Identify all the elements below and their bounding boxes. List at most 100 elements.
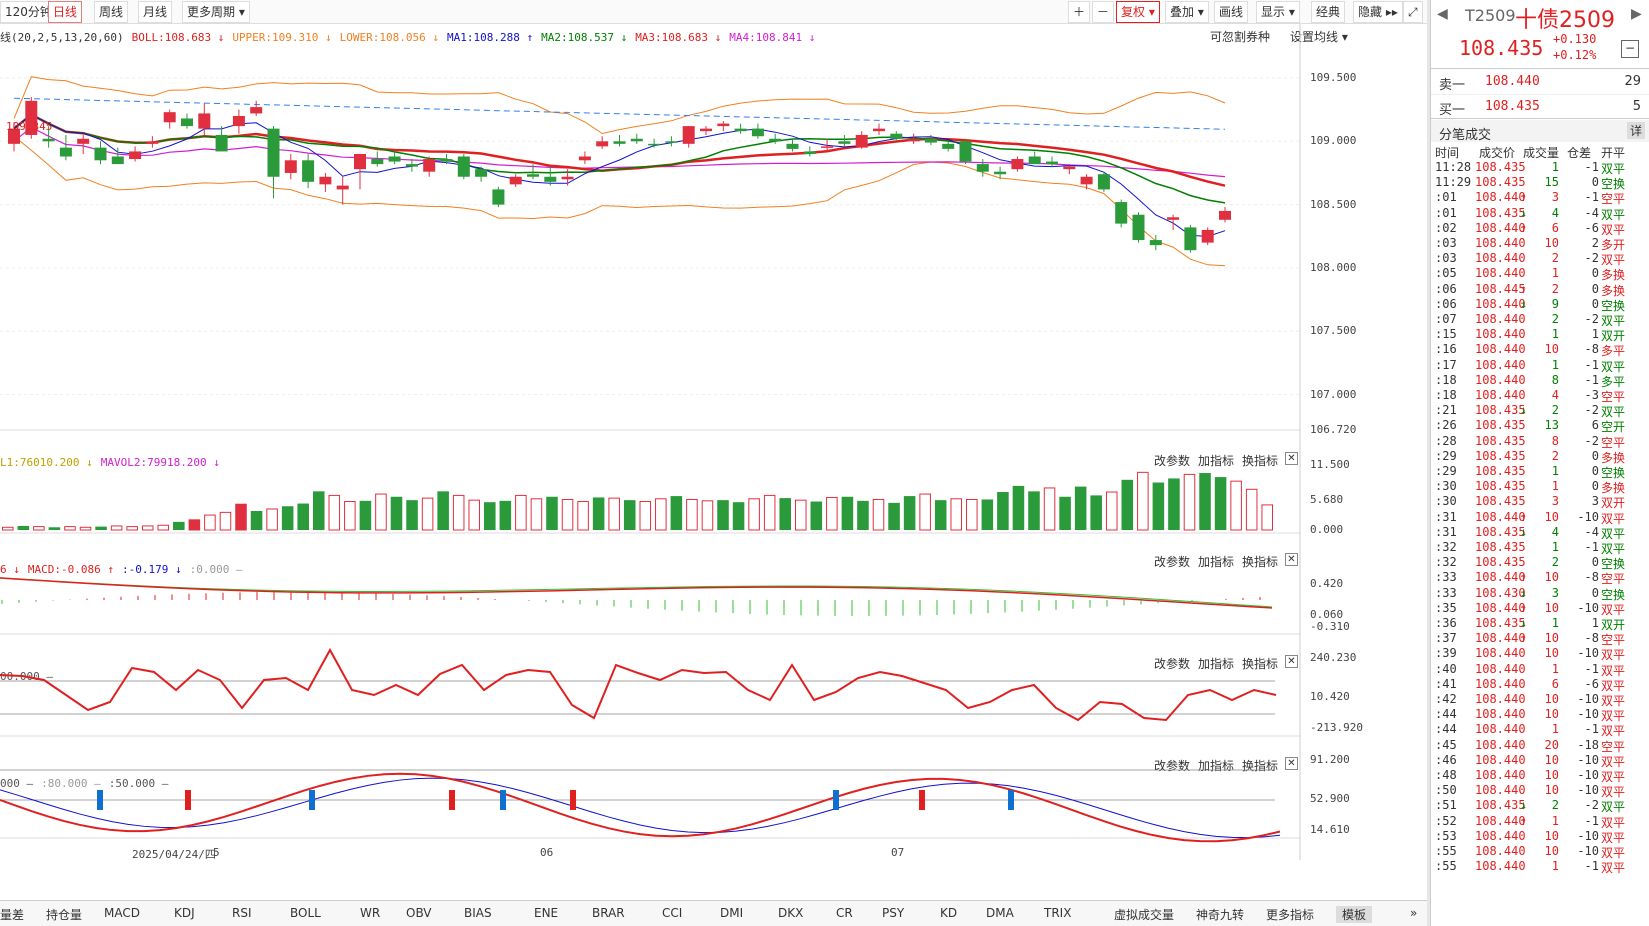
indicator-tab[interactable]: 量差 bbox=[0, 908, 25, 922]
candle-body bbox=[146, 141, 159, 144]
symbol-code: T2509 bbox=[1465, 6, 1516, 25]
tick-cell: -8 bbox=[1584, 570, 1599, 585]
tick-row: :18 108.440 4 -3 空平 bbox=[1431, 388, 1649, 404]
tick-cell: 108.440 bbox=[1475, 661, 1526, 676]
tick-cell: 多平 bbox=[1601, 344, 1626, 359]
indicator-tab[interactable]: 持仓量 bbox=[46, 908, 83, 922]
draw-line-button[interactable]: 画线 bbox=[1214, 1, 1249, 23]
prev-symbol-icon[interactable]: ◀ bbox=[1437, 6, 1448, 22]
more-periods-dropdown[interactable]: 更多周期 ▾ bbox=[182, 1, 250, 23]
indicator-tab[interactable]: WR bbox=[360, 906, 381, 920]
indicator-tab[interactable]: 更多指标 bbox=[1266, 908, 1315, 922]
tick-cell: 108.440 bbox=[1475, 266, 1526, 281]
zoom-in-button[interactable]: ＋ bbox=[1068, 1, 1091, 23]
indicator-tab[interactable]: 虚拟成交量 bbox=[1114, 908, 1175, 922]
period-daily-button[interactable]: 日线 bbox=[48, 1, 83, 23]
indicator-tab[interactable]: DMA bbox=[986, 906, 1014, 920]
tick-cell: 双平 bbox=[1601, 162, 1626, 176]
tick-cell: 10 bbox=[1544, 828, 1559, 843]
tick-cell: -4 bbox=[1584, 205, 1599, 220]
tick-cell: 108.440 bbox=[1475, 220, 1526, 235]
indicator-tab[interactable]: KDJ bbox=[174, 906, 195, 920]
volume-bar bbox=[841, 496, 854, 530]
indicator-tab[interactable]: BOLL bbox=[290, 906, 321, 920]
tick-cell: 双平 bbox=[1601, 602, 1626, 617]
indicator-tab[interactable]: DMI bbox=[720, 906, 744, 920]
tick-cell: 0 bbox=[1591, 296, 1599, 311]
volume-bar bbox=[1074, 486, 1087, 530]
trend-line bbox=[13, 97, 1226, 130]
tick-cell: ↑ bbox=[1520, 570, 1528, 585]
pane-control-button[interactable]: 改参数 bbox=[1154, 454, 1191, 468]
pane-control-button[interactable]: 换指标 bbox=[1242, 555, 1279, 569]
legend-item: MAVOL2:79918.200 ↓ bbox=[100, 456, 220, 469]
indicator-tab[interactable]: OBV bbox=[406, 906, 432, 920]
tick-cell: -10 bbox=[1577, 844, 1599, 858]
volume-bar bbox=[1028, 491, 1040, 530]
tick-cell: -10 bbox=[1577, 828, 1599, 843]
indicator-tab[interactable]: CR bbox=[836, 906, 853, 920]
close-pane-icon[interactable]: ✕ bbox=[1285, 553, 1298, 566]
pane-control-button[interactable]: 改参数 bbox=[1154, 759, 1191, 773]
collapse-icon[interactable]: − bbox=[1621, 40, 1639, 58]
tick-cell: 10 bbox=[1544, 646, 1559, 661]
indicator-tab[interactable]: PSY bbox=[882, 906, 905, 920]
ticks-detail-button[interactable]: 详 bbox=[1627, 122, 1646, 139]
tick-cell: 空换 bbox=[1601, 466, 1626, 480]
overlay-dropdown[interactable]: 叠加 ▾ bbox=[1165, 1, 1209, 23]
volume-bar bbox=[966, 498, 978, 531]
pane-control-button[interactable]: 改参数 bbox=[1154, 555, 1191, 569]
kline-chart[interactable] bbox=[0, 0, 1427, 900]
pane-control-button[interactable]: 加指标 bbox=[1198, 759, 1235, 773]
classic-button[interactable]: 经典 bbox=[1311, 1, 1346, 23]
tabs-scroll-icon[interactable]: » bbox=[1410, 906, 1418, 920]
indicator-tab[interactable]: 神奇九转 bbox=[1196, 908, 1245, 922]
zoom-out-button[interactable]: － bbox=[1092, 1, 1115, 23]
adjust-dropdown[interactable]: 复权 ▾ bbox=[1116, 1, 1160, 23]
display-dropdown[interactable]: 显示 ▾ bbox=[1256, 1, 1300, 23]
pane-control-button[interactable]: 换指标 bbox=[1242, 657, 1279, 671]
candle-body bbox=[475, 169, 488, 177]
pane-control-button[interactable]: 换指标 bbox=[1242, 454, 1279, 468]
fullscreen-icon[interactable]: ⤢ bbox=[1403, 1, 1423, 23]
candle-body bbox=[59, 147, 72, 157]
pane-control-button[interactable]: 换指标 bbox=[1242, 759, 1279, 773]
indicator-tab[interactable]: TRIX bbox=[1044, 906, 1072, 920]
indicator-tab[interactable]: 模板 bbox=[1336, 906, 1373, 923]
tick-cell: 多换 bbox=[1601, 450, 1626, 465]
pane-control-button[interactable]: 加指标 bbox=[1198, 454, 1235, 468]
indicator-tab[interactable]: DKX bbox=[778, 906, 804, 920]
close-pane-icon[interactable]: ✕ bbox=[1285, 655, 1298, 668]
legend-item: :-0.179 ↓ bbox=[121, 563, 182, 576]
indicator-tab[interactable]: BRAR bbox=[592, 906, 625, 920]
indicator-tab[interactable]: RSI bbox=[232, 906, 252, 920]
tick-cell: 108.435 bbox=[1475, 464, 1526, 478]
indicator-tab[interactable]: CCI bbox=[662, 906, 683, 920]
close-pane-icon[interactable]: ✕ bbox=[1285, 452, 1298, 465]
panel-splitter[interactable] bbox=[1427, 0, 1430, 926]
candle-body bbox=[336, 185, 349, 190]
tick-cell: -10 bbox=[1577, 600, 1599, 615]
hide-panel-button[interactable]: 隐藏 ▸▸ bbox=[1353, 1, 1403, 23]
ticks-list[interactable]: 11:28 108.435 1 -1 双平 11:29 108.435 15 0 空换:01 108… bbox=[1431, 160, 1649, 926]
ex-rights-toggle[interactable]: 可忽割券种 bbox=[1210, 30, 1271, 44]
indicator-tab[interactable]: KD bbox=[940, 906, 958, 920]
tick-cell: 108.435 bbox=[1475, 479, 1526, 494]
next-symbol-icon[interactable]: ▶ bbox=[1631, 6, 1642, 22]
tick-row: :06 108.440 ↓ 9 0 空换 bbox=[1431, 297, 1649, 313]
date-label: 07 bbox=[891, 846, 905, 859]
period-monthly-button[interactable]: 月线 bbox=[138, 1, 173, 23]
close-pane-icon[interactable]: ✕ bbox=[1285, 757, 1298, 770]
indicator-tab[interactable]: ENE bbox=[534, 906, 559, 920]
axis-label: 5.680 bbox=[1310, 493, 1344, 506]
set-ma-dropdown[interactable]: 设置均线 ▾ bbox=[1290, 30, 1348, 44]
pane-control-button[interactable]: 加指标 bbox=[1198, 657, 1235, 671]
pane-control-button[interactable]: 加指标 bbox=[1198, 555, 1235, 569]
indicator-tab[interactable]: BIAS bbox=[464, 906, 492, 920]
tick-row: :16 108.440 10 -8 多平 bbox=[1431, 342, 1649, 358]
candle-body bbox=[25, 100, 38, 135]
tick-cell: -3 bbox=[1584, 388, 1599, 402]
indicator-tab[interactable]: MACD bbox=[104, 906, 140, 920]
period-weekly-button[interactable]: 周线 bbox=[94, 1, 129, 23]
pane-control-button[interactable]: 改参数 bbox=[1154, 657, 1191, 671]
